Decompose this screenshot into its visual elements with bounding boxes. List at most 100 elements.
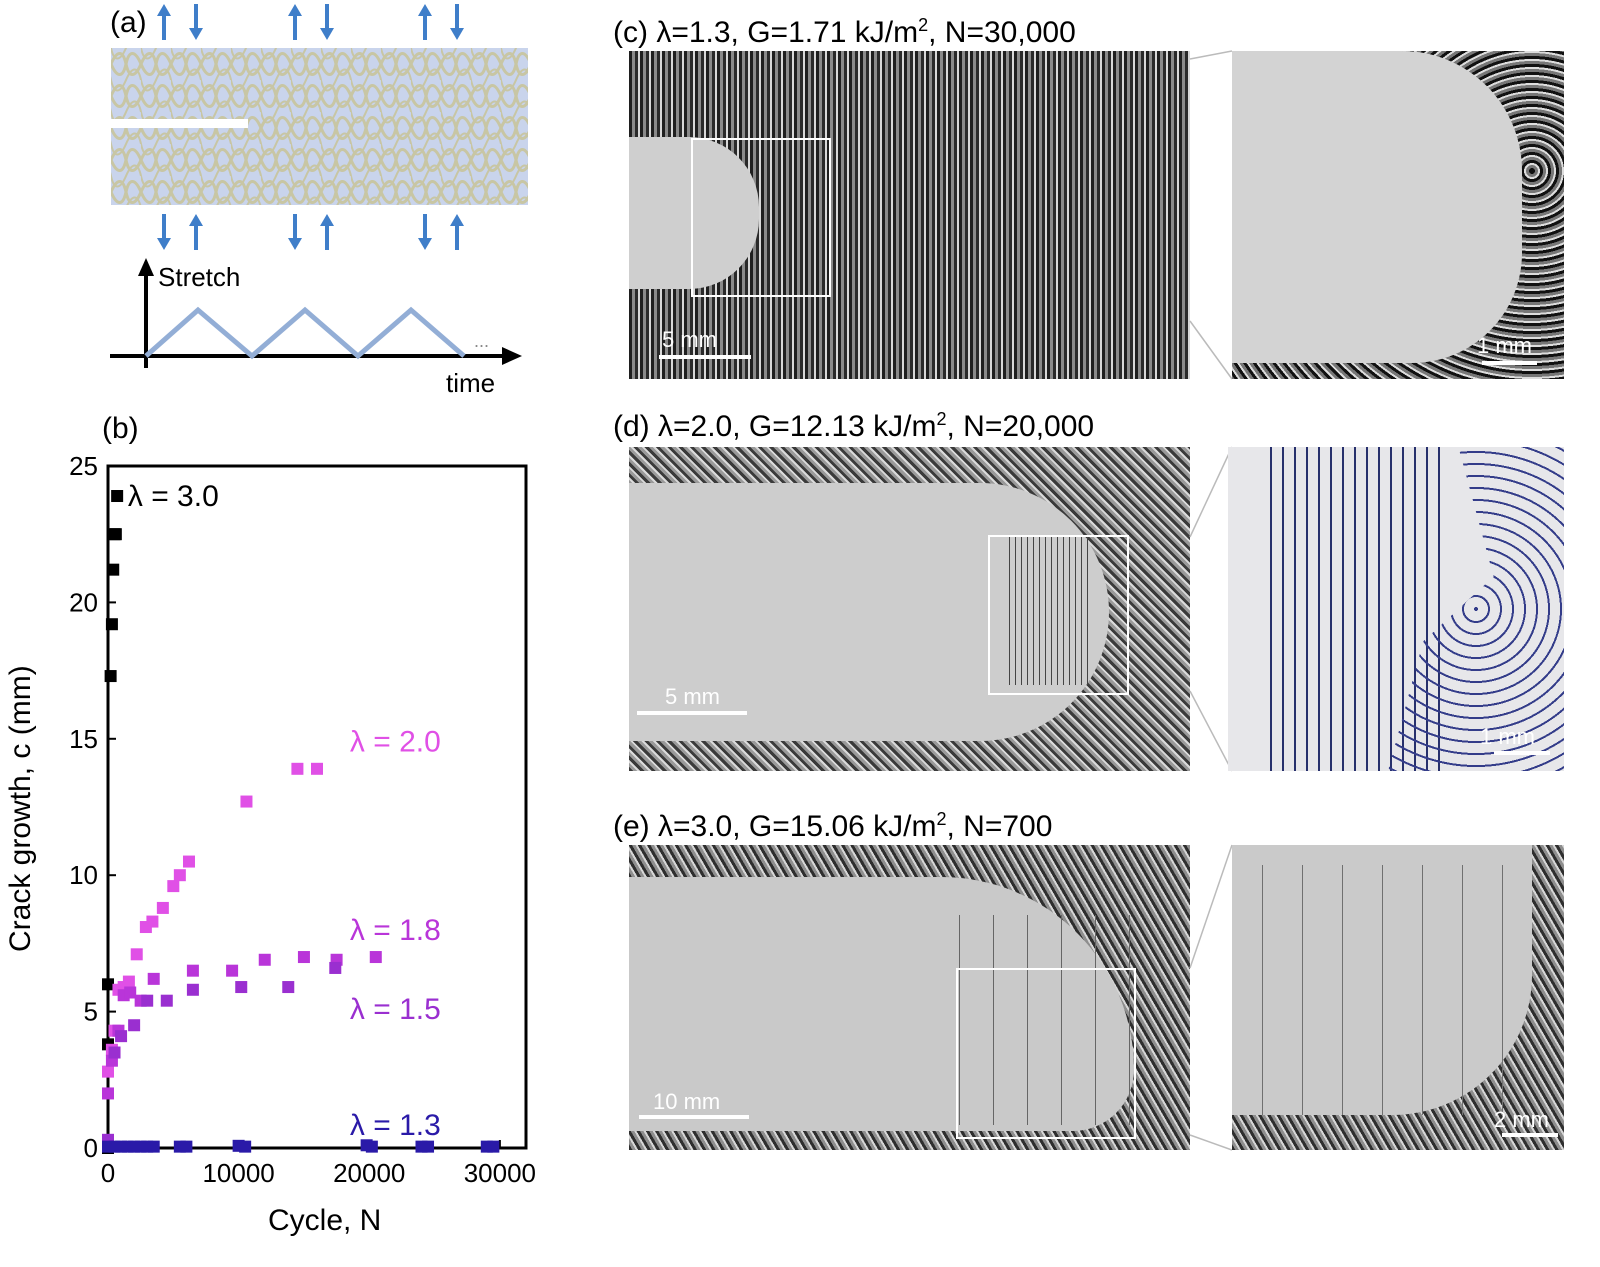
zoom-region-box [691, 138, 831, 297]
bridging-fibers-zoom [1262, 865, 1522, 1115]
loading-wave [144, 306, 466, 360]
data-point [226, 964, 239, 977]
panel-d-zoom-micrograph: 1 mm [1228, 447, 1564, 771]
up-arrow-icon [189, 214, 203, 250]
series-label: λ = 1.3 [350, 1109, 441, 1142]
down-arrow-icon [450, 4, 464, 40]
time-axis-label: time [446, 368, 496, 398]
scale-bar [639, 1115, 749, 1119]
data-point [141, 994, 154, 1007]
series-label: λ = 1.5 [350, 993, 441, 1026]
up-arrow-icon [157, 4, 171, 40]
data-point [240, 795, 253, 808]
data-point [146, 915, 159, 928]
data-point [105, 618, 118, 631]
scale-bar-zoom [1502, 1133, 1558, 1137]
x-tick-label: 0 [101, 1158, 115, 1188]
data-point [107, 563, 120, 576]
scale-bar-zoom [1494, 751, 1550, 755]
stretch-axis-arrowhead [138, 258, 154, 276]
zoom-region-box [956, 968, 1136, 1139]
x-axis-label: Cycle, N [268, 1204, 382, 1237]
series-label: λ = 1.8 [350, 914, 441, 947]
panel-d-header: (d) λ=2.0, G=12.13 kJ/m2, N=20,000 [613, 409, 1095, 443]
series-label: λ = 3.0 [128, 480, 219, 513]
scale-bar-zoom-label: 1 mm [1477, 333, 1532, 358]
crack-growth-chart: 0 10000 20000 30000 0 5 10 15 20 25 λ = 3.0 λ = 2.0… [69, 451, 536, 1188]
scale-bar-zoom-label: 2 mm [1494, 1107, 1549, 1132]
down-arrow-icon [288, 214, 302, 250]
scale-bar-label: 5 mm [662, 327, 717, 352]
y-tick-label: 25 [69, 451, 98, 481]
scale-bar-label: 5 mm [665, 684, 720, 709]
data-point [115, 1030, 128, 1043]
y-tick-label: 0 [84, 1133, 98, 1163]
scale-bar [637, 711, 747, 715]
y-tick-label: 15 [69, 724, 98, 754]
panel-c-zoom-lines [1189, 50, 1233, 380]
data-point [147, 1140, 160, 1153]
down-arrow-icon [189, 4, 203, 40]
data-point [365, 1140, 378, 1153]
data-point [186, 964, 199, 977]
panel-a-label: (a) [110, 6, 147, 39]
data-point [258, 953, 271, 966]
zoom-region-box [988, 535, 1129, 695]
data-point [235, 981, 248, 994]
data-point [291, 762, 304, 775]
bridging-fibers [959, 915, 1139, 1125]
data-point [487, 1140, 500, 1153]
x-tick-label: 10000 [202, 1158, 274, 1188]
data-point [297, 951, 310, 964]
data-point [422, 1140, 435, 1153]
panel-e-zoom-lines [1189, 844, 1233, 1151]
precut-crack [111, 119, 248, 128]
data-point [147, 972, 160, 985]
scale-bar [659, 355, 751, 359]
crack-tip-opening [629, 137, 759, 289]
panel-d-zoom-lines [1189, 446, 1233, 772]
data-point [186, 983, 199, 996]
panel-b-label: (b) [102, 412, 139, 445]
data-point [282, 981, 295, 994]
data-point [130, 948, 143, 961]
data-point [109, 528, 122, 541]
y-axis-label: Crack growth, c (mm) [4, 665, 37, 952]
data-point [122, 975, 135, 988]
data-point [108, 1046, 121, 1059]
y-tick-label: 5 [84, 997, 98, 1027]
stretch-time-diagram [110, 258, 522, 368]
bridging-fibers [1009, 535, 1089, 685]
down-arrow-icon [418, 214, 432, 250]
panel-e-micrograph: 10 mm [629, 845, 1190, 1150]
y-tick-label: 20 [69, 587, 98, 617]
scale-bar-label: 10 mm [653, 1089, 721, 1114]
data-point [102, 1065, 114, 1078]
data-point [369, 951, 382, 964]
continuation-ellipsis: ... [474, 331, 490, 351]
scale-bar-zoom [1482, 361, 1537, 365]
data-point [167, 880, 180, 893]
time-axis-arrowhead [502, 347, 522, 365]
scale-bar-zoom-label: 1 mm [1480, 724, 1535, 749]
panel-c-zoom-micrograph: 1 mm [1232, 51, 1564, 379]
knit-schematic [111, 48, 528, 205]
plot-frame [106, 464, 528, 1150]
series-label: λ = 2.0 [350, 726, 441, 759]
up-arrow-icon [288, 4, 302, 40]
data-point [180, 1140, 193, 1153]
y-tick-label: 10 [69, 860, 98, 890]
panel-e-zoom-micrograph: 2 mm [1232, 845, 1564, 1150]
data-point [329, 961, 342, 974]
data-point [102, 978, 114, 991]
data-point [124, 986, 137, 999]
data-point [311, 762, 323, 775]
panel-c-header: (c) λ=1.3, G=1.71 kJ/m2, N=30,000 [613, 15, 1076, 49]
data-point [111, 490, 124, 503]
down-arrow-icon [157, 214, 171, 250]
panel-c-micrograph: 5 mm [629, 51, 1190, 379]
loading-arrows [157, 4, 464, 250]
stretch-axis-label: Stretch [158, 262, 241, 292]
panel-e-header: (e) λ=3.0, G=15.06 kJ/m2, N=700 [613, 809, 1053, 843]
data-point [128, 1019, 141, 1032]
